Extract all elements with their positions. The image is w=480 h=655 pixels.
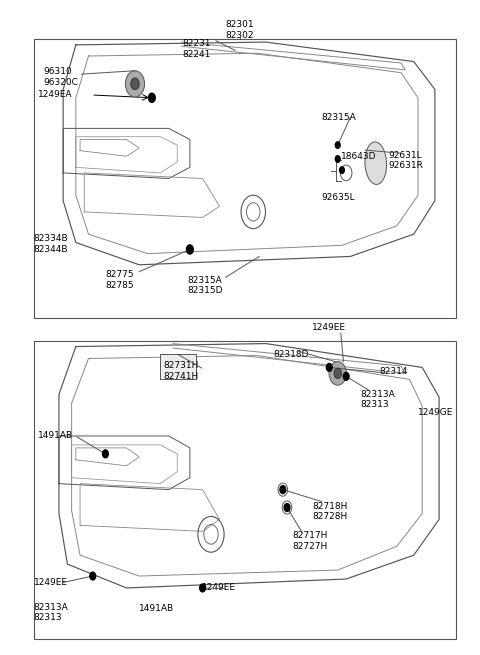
Text: 82718H
82728H: 82718H 82728H [312, 502, 348, 521]
Text: 92631L
92631R: 92631L 92631R [389, 151, 424, 170]
Text: 92635L: 92635L [322, 193, 355, 202]
Text: 82318D: 82318D [274, 350, 309, 358]
Text: 82301
82302: 82301 82302 [226, 20, 254, 40]
Circle shape [284, 504, 290, 512]
Circle shape [200, 584, 205, 592]
Circle shape [187, 245, 193, 254]
Text: 1491AB: 1491AB [38, 432, 73, 440]
Circle shape [125, 71, 144, 97]
Text: 1249EA: 1249EA [38, 90, 73, 100]
Bar [160, 354, 196, 379]
Circle shape [131, 78, 139, 90]
Text: 82717H
82727H: 82717H 82727H [293, 531, 328, 551]
Circle shape [148, 93, 155, 102]
Circle shape [103, 450, 108, 458]
Text: 1491AB: 1491AB [139, 605, 174, 613]
Text: 82315A: 82315A [322, 113, 356, 122]
Circle shape [334, 368, 342, 379]
Text: 1249EE: 1249EE [202, 584, 236, 593]
Text: 82313A
82313: 82313A 82313 [34, 603, 68, 622]
Circle shape [90, 572, 96, 580]
Circle shape [280, 486, 286, 494]
Text: 82775
82785: 82775 82785 [106, 271, 134, 290]
Text: 1249EE: 1249EE [312, 323, 346, 331]
Text: 82313A
82313: 82313A 82313 [360, 390, 395, 409]
Text: 82231
82241: 82231 82241 [182, 39, 211, 59]
Bar [34, 39, 456, 318]
Text: 82314: 82314 [379, 367, 408, 377]
Circle shape [326, 364, 332, 371]
Text: 82731H
82741H: 82731H 82741H [163, 362, 199, 381]
Text: 1249EE: 1249EE [34, 578, 68, 586]
Circle shape [329, 362, 347, 385]
Circle shape [336, 142, 340, 149]
Circle shape [339, 167, 344, 174]
Bar [34, 341, 456, 639]
Text: 18643D: 18643D [341, 152, 376, 160]
Circle shape [336, 156, 340, 162]
Text: 96310
96320C: 96310 96320C [43, 67, 78, 86]
Circle shape [343, 373, 349, 381]
Ellipse shape [365, 142, 386, 185]
Text: 82315A
82315D: 82315A 82315D [187, 276, 223, 295]
Text: 1249GE: 1249GE [418, 407, 453, 417]
Text: 82334B
82344B: 82334B 82344B [34, 234, 68, 253]
